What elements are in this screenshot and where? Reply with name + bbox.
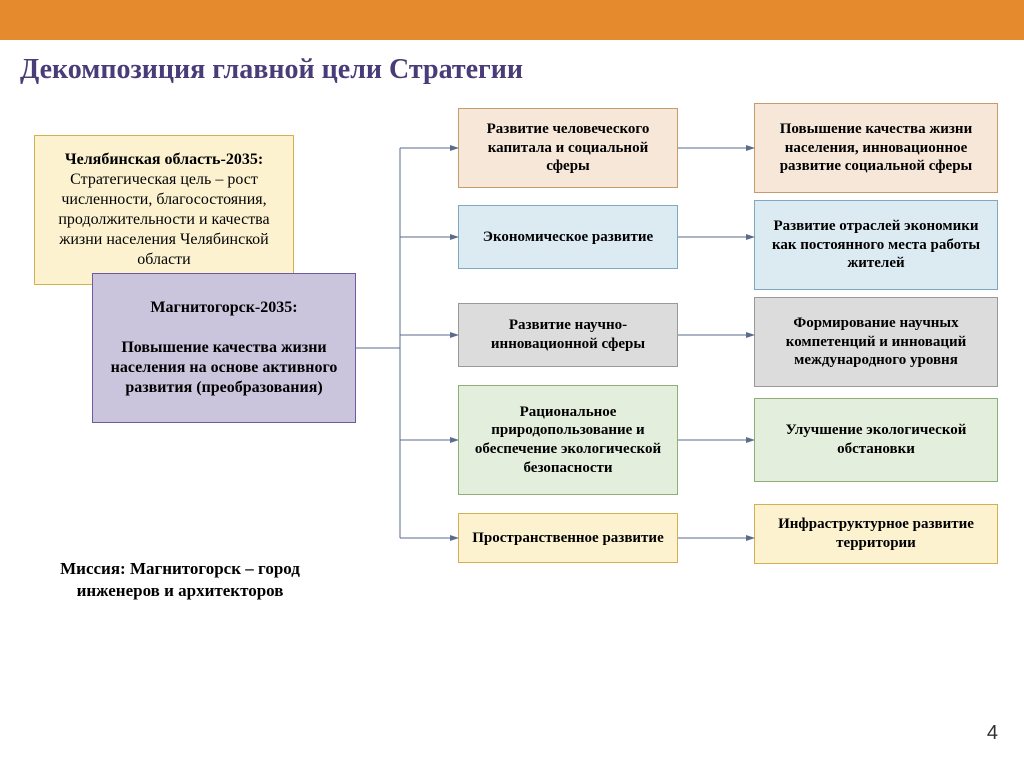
mid3-text: Развитие научно-инновационной сферы — [469, 316, 667, 354]
top-bar — [0, 0, 1024, 40]
right2-text: Развитие отраслей экономики как постоянн… — [765, 217, 987, 273]
mid5-text: Пространственное развитие — [472, 529, 663, 548]
page-number: 4 — [987, 722, 998, 745]
box-infrastructure: Инфраструктурное развитие территории — [754, 504, 998, 564]
mid4-text: Рациональное природопользование и обеспе… — [469, 403, 667, 478]
right3-text: Формирование научных компетенций и иннов… — [765, 314, 987, 370]
page-title: Декомпозиция главной цели Стратегии — [20, 54, 523, 86]
box-economy-sectors: Развитие отраслей экономики как постоянн… — [754, 200, 998, 290]
box-quality-of-life: Повышение качества жизни населения, инно… — [754, 103, 998, 193]
box-human-capital: Развитие человеческого капитала и социал… — [458, 108, 678, 188]
right1-text: Повышение качества жизни населения, инно… — [765, 120, 987, 176]
magnitogorsk-body: Повышение качества жизни населения на ос… — [111, 339, 338, 396]
chelyabinsk-title: Челябинская область-2035: — [65, 151, 263, 168]
mid1-text: Развитие человеческого капитала и социал… — [469, 120, 667, 176]
magnitogorsk-title: Магнитогорск-2035: — [150, 299, 297, 316]
box-science-innovation: Развитие научно-инновационной сферы — [458, 303, 678, 367]
box-economic-dev: Экономическое развитие — [458, 205, 678, 269]
box-ecology: Рациональное природопользование и обеспе… — [458, 385, 678, 495]
box-ecology-improve: Улучшение экологической обстановки — [754, 398, 998, 482]
box-chelyabinsk-2035: Челябинская область-2035: Стратегическая… — [34, 135, 294, 285]
box-science-competence: Формирование научных компетенций и иннов… — [754, 297, 998, 387]
chelyabinsk-body: Стратегическая цель – рост численности, … — [58, 171, 269, 268]
box-spatial-dev: Пространственное развитие — [458, 513, 678, 563]
right4-text: Улучшение экологической обстановки — [765, 421, 987, 459]
mid2-text: Экономическое развитие — [483, 228, 653, 247]
right5-text: Инфраструктурное развитие территории — [765, 515, 987, 553]
mission-text: Миссия: Магнитогорск – город инженеров и… — [60, 558, 300, 602]
box-magnitogorsk-2035: Магнитогорск-2035: Повышение качества жи… — [92, 273, 356, 423]
